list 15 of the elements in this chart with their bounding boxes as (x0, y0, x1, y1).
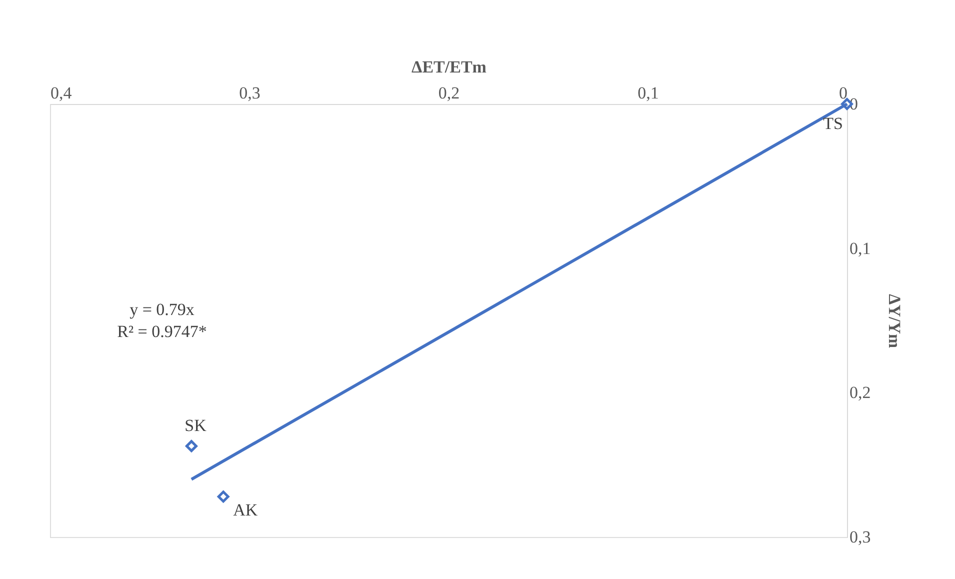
y-tick-label: 0,3 (850, 528, 871, 546)
x-tick-label: 0,3 (239, 84, 260, 102)
x-axis-title: ΔET/ETm (412, 58, 486, 76)
x-tick-label: 0,2 (438, 84, 460, 102)
annotation: y = 0.79x R² = 0.9747* (117, 300, 207, 341)
y-tick-label: 0,2 (850, 383, 871, 402)
x-tick-label: 0,1 (638, 84, 659, 102)
x-tick-label: 0,4 (50, 84, 72, 102)
y-axis-title: ΔY/Ym (884, 294, 904, 348)
annotation: SK (184, 416, 208, 436)
annotation: TS (823, 114, 843, 133)
annotation: AK (233, 500, 258, 520)
y-tick-label: 0,1 (850, 238, 871, 258)
point (185, 440, 198, 452)
point (217, 490, 230, 503)
